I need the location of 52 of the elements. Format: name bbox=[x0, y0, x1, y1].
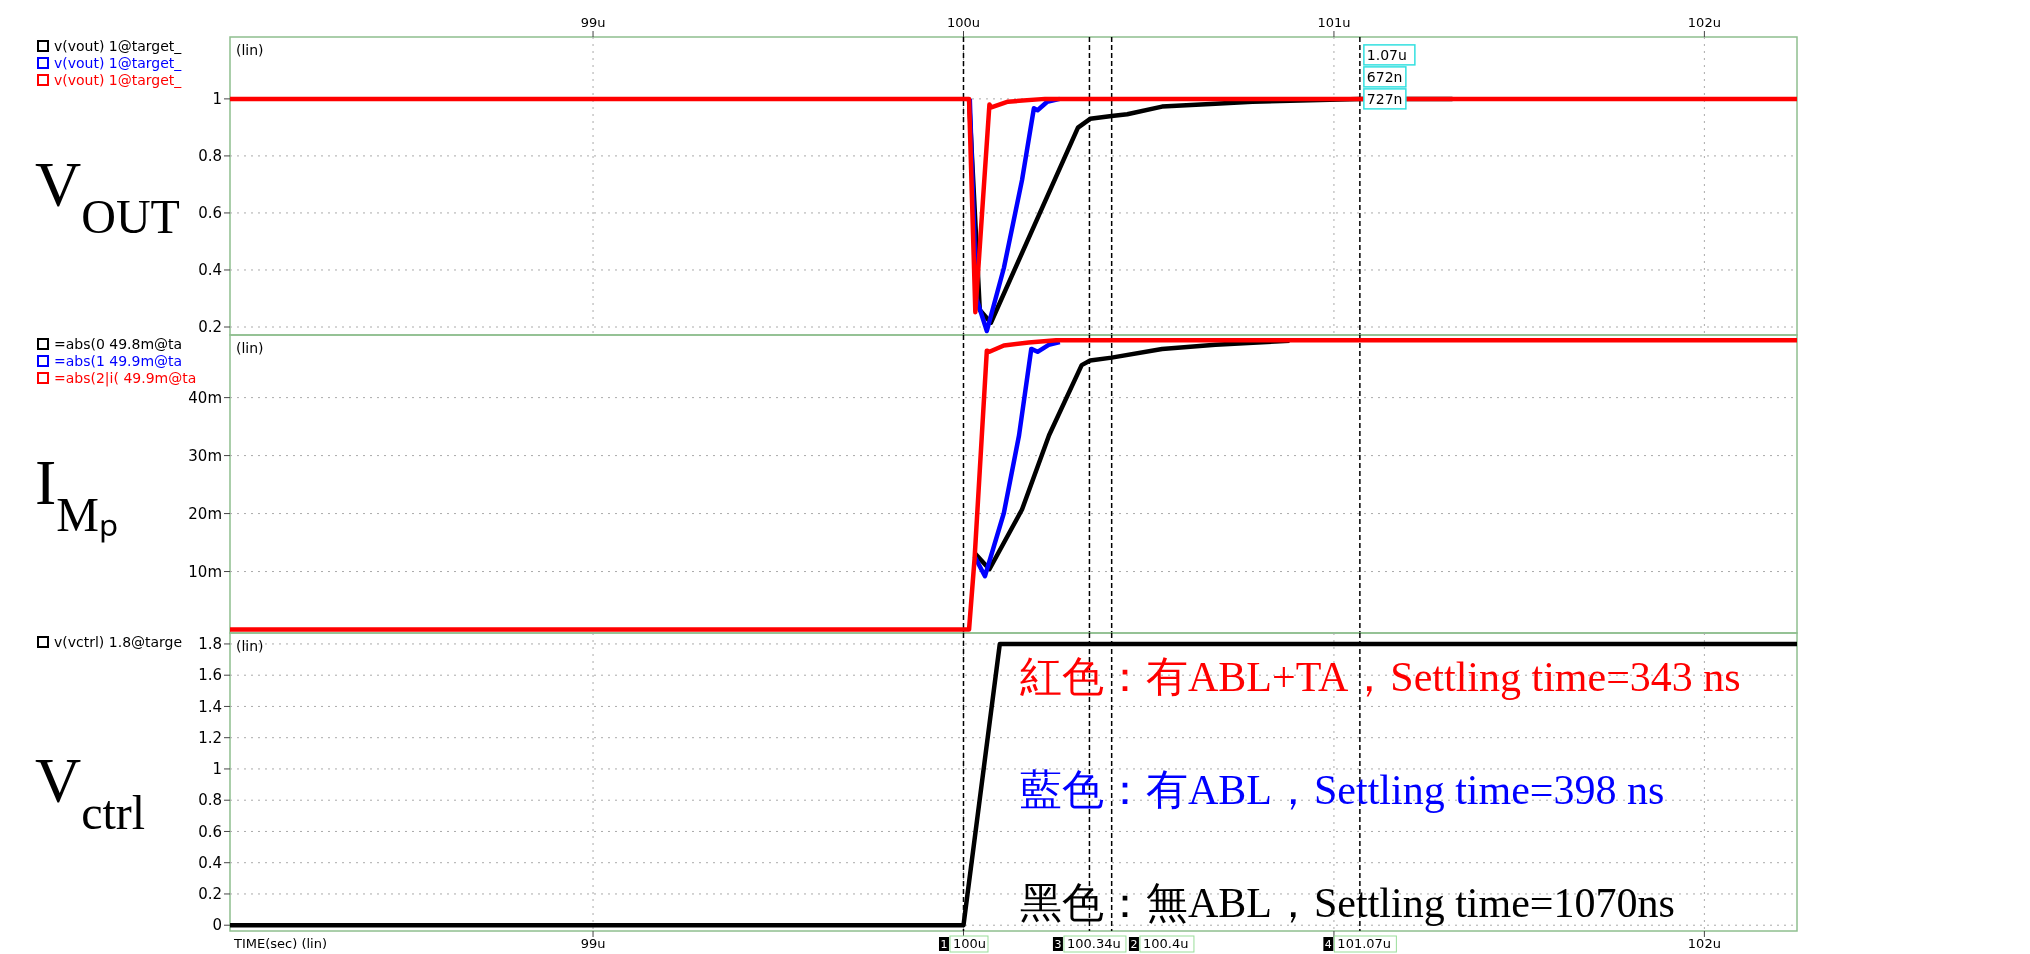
y-tick-label: 1 bbox=[212, 760, 222, 779]
text: V$_{OUT}$ bbox=[35, 149, 180, 243]
y-tick-label: 0.6 bbox=[198, 822, 222, 841]
y-tick-label: 20m bbox=[188, 504, 222, 523]
ref-line-label: 101.07u bbox=[1337, 936, 1392, 951]
y-tick-label: 10m bbox=[188, 562, 222, 581]
y-tick-label: 0.2 bbox=[198, 885, 222, 904]
y-tick-label: 1 bbox=[212, 90, 222, 109]
text: V$_{ctrl}$ bbox=[35, 745, 146, 839]
y-axis-title: (lin) bbox=[236, 638, 264, 654]
legend-label: =abs(2|i( 49.9m@ta bbox=[54, 370, 197, 387]
x2-tick-label: 100u bbox=[946, 15, 981, 30]
legend-label: =abs(1 49.9m@ta bbox=[54, 353, 183, 369]
ref-line-label: 100.34u bbox=[1066, 936, 1121, 951]
line-series bbox=[227, 96, 1800, 315]
x2-tick-label: 99u bbox=[580, 15, 606, 30]
y-tick-label: 40m bbox=[188, 388, 222, 407]
y-tick-label: 30m bbox=[188, 446, 222, 465]
text: 1 bbox=[940, 938, 948, 951]
annotation: 727n bbox=[1366, 90, 1403, 107]
y-tick-label: 1.6 bbox=[198, 666, 222, 685]
y-tick-label: 1.8 bbox=[198, 635, 222, 654]
y-tick-label: 1.2 bbox=[198, 728, 222, 747]
annotation: 672n bbox=[1366, 68, 1403, 85]
text: 4 bbox=[1324, 938, 1332, 951]
y-tick-label: 0.8 bbox=[198, 147, 222, 166]
annotation: 1.07u bbox=[1366, 46, 1407, 63]
text: 3 bbox=[1054, 938, 1062, 951]
x2-tick-label: 102u bbox=[1687, 15, 1721, 30]
y-tick-label: 1.4 bbox=[198, 697, 222, 716]
x-axis-title: TIME(sec) (lin) bbox=[233, 936, 328, 951]
annotation: 紅色：有ABL+TA，Settling time=343 ns bbox=[1020, 654, 1741, 700]
y-tick-label: 0.2 bbox=[198, 318, 222, 337]
text: 2 bbox=[1130, 938, 1138, 951]
ref-line-label: 100u bbox=[952, 936, 987, 951]
annotation: 藍色：有ABL，Settling time=398 ns bbox=[1020, 767, 1665, 813]
text: I$_{Mₚ}$ bbox=[35, 447, 118, 543]
y-tick-label: 0.4 bbox=[198, 853, 222, 872]
x2-tick-label: 101u bbox=[1317, 15, 1351, 30]
legend-label: v(vout) 1@target_ bbox=[54, 38, 183, 54]
annotation: 黑色：無ABL，Settling time=1070ns bbox=[1020, 880, 1675, 926]
y-tick-label: 0.4 bbox=[198, 261, 222, 280]
y-tick-label: 0.8 bbox=[198, 791, 222, 810]
y-tick-label: 0.6 bbox=[198, 204, 222, 223]
legend-label: v(vout) 1@target_ bbox=[54, 72, 183, 88]
legend-label: =abs(0 49.8m@ta bbox=[54, 336, 183, 352]
legend-label: 100.4u bbox=[1142, 936, 1189, 951]
y-tick-label: 0 bbox=[212, 916, 222, 935]
y-axis-title: (lin) bbox=[236, 340, 264, 356]
legend-label: v(vout) 1@target_ bbox=[54, 55, 183, 71]
legend-label: v(vctrl) 1.8@targe bbox=[54, 634, 183, 650]
y-axis-title: (lin) bbox=[236, 42, 264, 58]
